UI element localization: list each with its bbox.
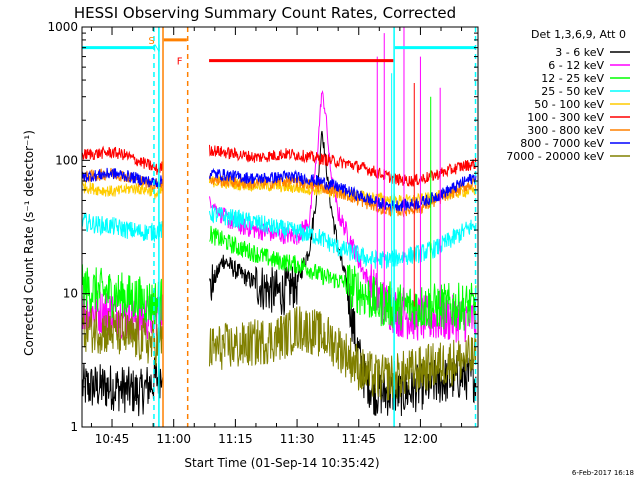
series-line xyxy=(209,306,477,401)
x-axis-label: Start Time (01-Sep-14 10:35:42) xyxy=(184,456,379,470)
x-tick-label: 11:30 xyxy=(280,432,315,446)
legend-label: 6 - 12 keV xyxy=(548,59,604,72)
series-100-300-kev xyxy=(81,144,477,187)
y-tick-label: 10 xyxy=(63,287,78,301)
spikes xyxy=(376,27,441,307)
series-800-7000-kev xyxy=(81,167,477,213)
legend-label: 25 - 50 keV xyxy=(541,85,604,98)
series-line xyxy=(209,204,477,269)
series-line xyxy=(82,181,164,200)
series-line xyxy=(209,167,477,213)
plot-frame xyxy=(81,26,479,428)
x-tick-label: 11:15 xyxy=(218,432,253,446)
y-tick-label: 100 xyxy=(55,153,78,167)
plot-data-layer xyxy=(81,27,477,417)
series-3-6-kev xyxy=(81,130,477,417)
series-line xyxy=(81,304,164,367)
legend-label: 3 - 6 keV xyxy=(555,46,604,59)
y-tick-label: 1 xyxy=(70,420,78,434)
annotation-marker-f: F xyxy=(177,57,183,68)
x-tick-label: 10:45 xyxy=(95,432,130,446)
y-axis-label: Corrected Count Rate (s⁻¹ detector⁻¹) xyxy=(22,130,36,356)
series-line xyxy=(81,145,164,175)
series-line xyxy=(81,356,164,417)
x-tick-label: 12:00 xyxy=(403,432,438,446)
annotation-layer: SN F xyxy=(82,27,477,427)
series-line xyxy=(81,167,164,188)
series-7000-20000-kev xyxy=(81,304,477,401)
series-12-25-kev xyxy=(81,225,477,331)
axis-layer: 10:45 11:00 11:15 11:30 11:45 12:00 1 10 100 1000 xyxy=(47,20,479,446)
series-25-50-kev xyxy=(81,204,477,269)
x-tick-label: 11:00 xyxy=(156,432,191,446)
series-line xyxy=(81,212,164,243)
series-line xyxy=(209,130,477,417)
series-line xyxy=(81,264,164,325)
legend-label: 300 - 800 keV xyxy=(527,124,604,137)
legend-label: 100 - 300 keV xyxy=(527,111,604,124)
annotation-marker-n: N xyxy=(153,44,160,55)
legend-title: Det 1,3,6,9, Att 0 xyxy=(531,28,626,41)
series-line xyxy=(209,225,477,331)
legend-label: 800 - 7000 keV xyxy=(520,137,604,150)
y-tick-label: 1000 xyxy=(47,20,78,34)
legend-label: 50 - 100 keV xyxy=(534,98,604,111)
footer-date: 6-Feb-2017 16:18 xyxy=(572,469,634,477)
annotation-marker-s: S xyxy=(148,36,154,47)
chart-title: HESSI Observing Summary Count Rates, Cor… xyxy=(74,4,456,22)
legend-label: 7000 - 20000 keV xyxy=(506,150,604,163)
legend-label: 12 - 25 keV xyxy=(541,72,604,85)
series-line xyxy=(209,144,477,187)
x-tick-label: 11:45 xyxy=(341,432,376,446)
